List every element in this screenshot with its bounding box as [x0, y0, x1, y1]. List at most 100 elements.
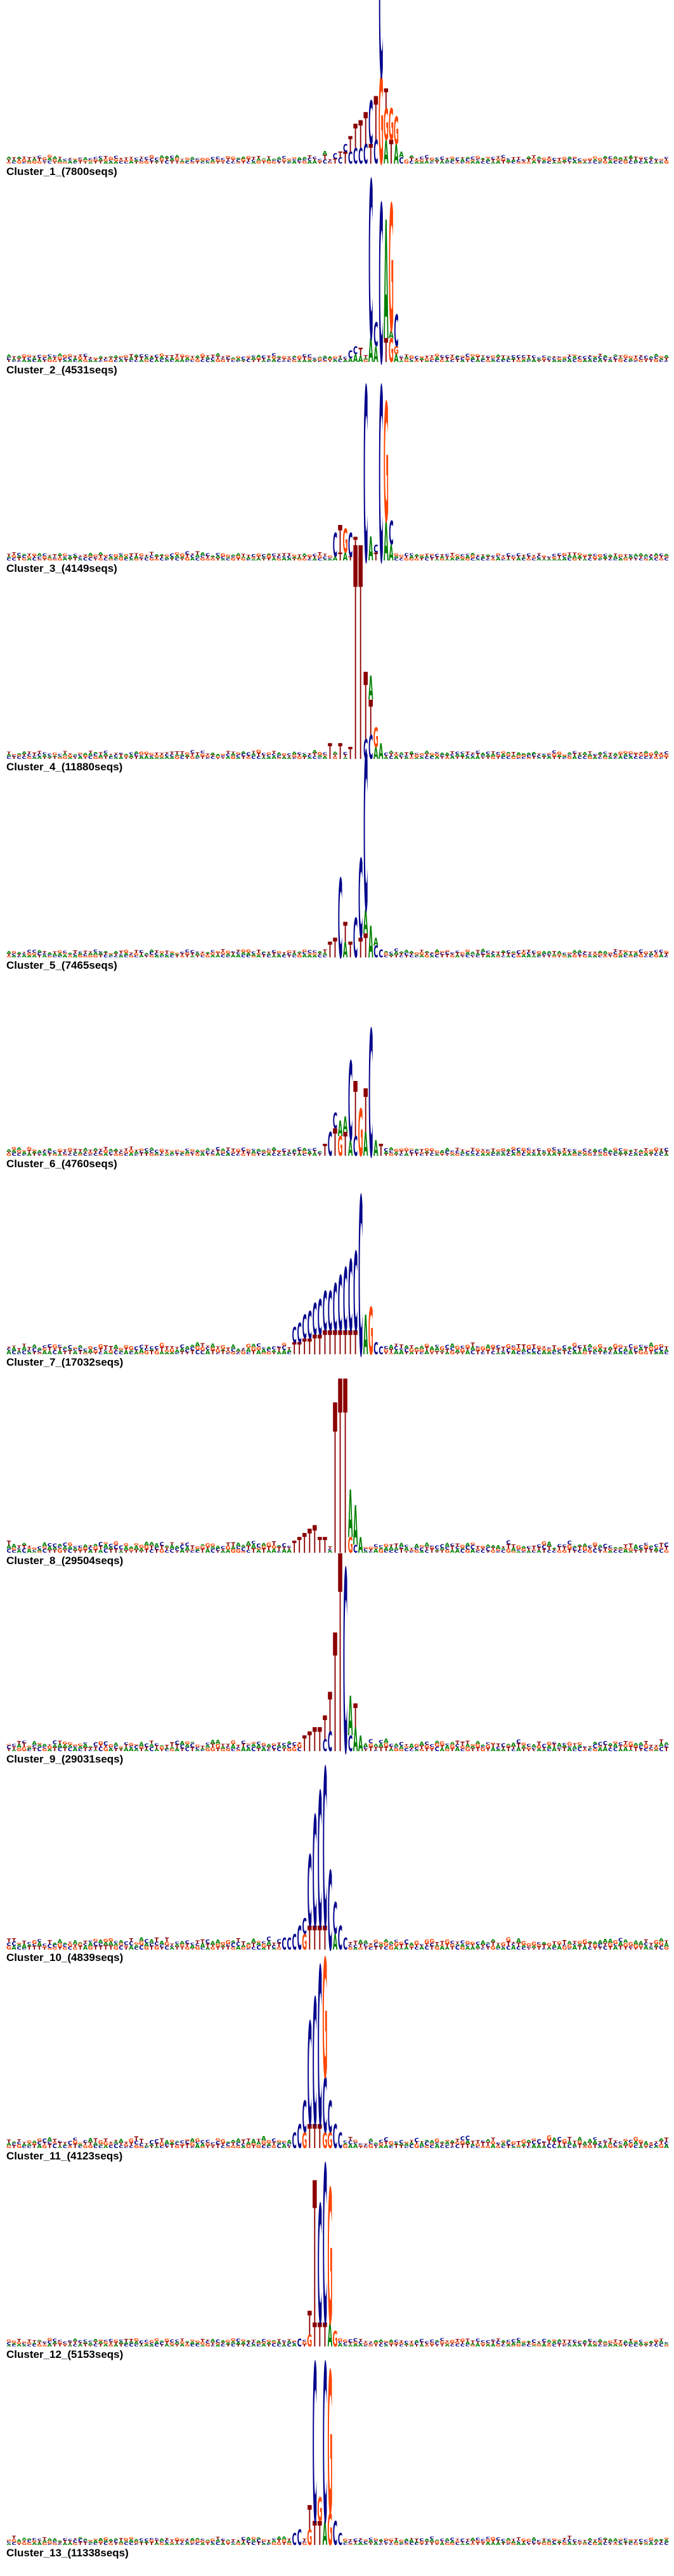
logo-noise-letter: G	[521, 2140, 526, 2146]
logo-noise-letter: T	[42, 161, 48, 164]
logo-noise-letter: G	[185, 752, 190, 756]
logo-noise-letter: A	[531, 2537, 536, 2542]
logo-noise-letter: G	[633, 2136, 638, 2143]
logo-noise-letter: G	[297, 1743, 302, 1750]
logo-noise-letter: C	[22, 1740, 27, 1744]
logo-noise-letter: G	[211, 162, 216, 164]
logo-noise-letter: G	[516, 955, 521, 958]
logo-noise-letter: T	[532, 155, 536, 159]
logo-noise-letter: T	[68, 1941, 72, 1944]
logo-noise-letter: C	[195, 951, 200, 953]
logo-noise-letter: G	[521, 1742, 526, 1746]
logo-noise-letter: A	[16, 1146, 22, 1151]
logo-noise-letter: G	[434, 1743, 439, 1749]
logo-noise-letter: T	[593, 2539, 597, 2541]
logo-noise-letter: G	[638, 359, 644, 363]
logo-noise-letter: C	[231, 555, 235, 558]
logo-noise-letter: T	[633, 155, 638, 160]
logo-noise-letter: T	[465, 1347, 470, 1351]
logo-noise-letter: T	[58, 1151, 62, 1155]
logo-noise-letter: C	[119, 1351, 123, 1355]
logo-noise-letter: G	[455, 162, 460, 164]
logo-noise-letter: C	[256, 1343, 261, 1348]
logo-noise-letter: G	[119, 557, 124, 562]
logo-noise-letter: G	[174, 952, 179, 955]
logo-letter-A: A	[353, 1721, 358, 1759]
logo-noise-letter: C	[399, 1153, 404, 1156]
logo-noise-letter: A	[358, 1939, 363, 1945]
logo-noise-letter: A	[169, 157, 175, 161]
logo-noise-letter: C	[170, 2338, 174, 2343]
logo-letter-C: C	[353, 1131, 358, 1163]
logo-noise-letter: G	[618, 1548, 623, 1550]
logo-noise-letter: G	[216, 950, 221, 953]
logo-letter-C: C	[348, 1731, 353, 1756]
logo-noise-letter: A	[628, 756, 634, 760]
logo-noise-letter: C	[27, 356, 32, 361]
logo-noise-letter: G	[134, 1744, 139, 1746]
logo-noise-letter: C	[266, 1936, 271, 1943]
logo-noise-letter: A	[180, 1347, 185, 1352]
logo-noise-letter: G	[57, 1148, 62, 1152]
logo-noise-letter: G	[261, 1742, 266, 1746]
logo-noise-letter: A	[63, 1744, 68, 1749]
logo-noise-letter: A	[37, 552, 42, 557]
logo-noise-letter: T	[501, 160, 505, 165]
logo-noise-letter: T	[593, 755, 597, 758]
logo-noise-letter: C	[420, 2338, 424, 2343]
logo-noise-letter: G	[476, 1549, 481, 1551]
logo-noise-letter: A	[185, 1546, 190, 1553]
logo-noise-letter: G	[200, 353, 205, 358]
logo-letter-C: C	[343, 1934, 347, 1953]
logo-noise-letter: C	[633, 360, 638, 363]
logo-noise-letter: G	[434, 1149, 439, 1153]
logo-noise-letter: C	[63, 358, 67, 361]
logo-noise-letter: A	[578, 2137, 583, 2142]
logo-noise-letter: T	[124, 2141, 129, 2144]
logo-noise-letter: C	[271, 353, 276, 357]
logo-noise-letter: G	[444, 2139, 450, 2142]
logo-noise-letter: C	[88, 2340, 93, 2343]
logo-noise-letter: A	[424, 160, 430, 164]
logo-noise-letter: A	[583, 558, 588, 561]
logo-noise-letter: G	[531, 556, 536, 559]
logo-letter-G: G	[389, 169, 394, 372]
logo-noise-letter: T	[394, 1154, 399, 1156]
logo-noise-letter: C	[501, 154, 505, 159]
logo-noise-letter: T	[552, 1744, 557, 1749]
logo-letter-T: T	[323, 1533, 327, 1558]
logo-noise-letter: A	[205, 1148, 211, 1151]
logo-noise-letter: G	[633, 1745, 638, 1747]
logo-noise-letter: T	[190, 356, 195, 359]
logo-noise-letter: C	[11, 1744, 16, 1747]
logo-noise-letter: A	[27, 1352, 32, 1356]
logo-noise-letter: G	[271, 355, 276, 360]
logo-noise-letter: G	[47, 558, 52, 561]
logo-noise-letter: C	[491, 157, 495, 160]
logo-noise-letter: G	[302, 160, 307, 165]
logo-noise-letter: C	[282, 2340, 287, 2342]
logo-noise-letter: C	[93, 157, 98, 160]
logo-noise-letter: A	[195, 355, 201, 359]
logo-noise-letter: A	[108, 1747, 113, 1752]
logo-noise-letter: C	[363, 1548, 368, 1553]
logo-noise-letter: A	[552, 1747, 557, 1753]
logo-noise-letter: G	[119, 1348, 124, 1351]
logo-noise-letter: T	[165, 157, 169, 161]
logo-noise-letter: G	[164, 2338, 169, 2343]
logo-noise-letter: A	[633, 1153, 638, 1157]
logo-noise-letter: A	[231, 1343, 236, 1350]
logo-noise-letter: T	[425, 355, 429, 359]
logo-noise-letter: G	[450, 157, 455, 160]
logo-noise-letter: T	[603, 1744, 608, 1747]
logo-noise-letter: G	[231, 2337, 236, 2342]
logo-noise-letter: T	[562, 162, 567, 164]
logo-noise-letter: C	[598, 559, 602, 561]
logo-noise-letter: G	[444, 1749, 450, 1752]
logo-noise-letter: T	[200, 1745, 205, 1749]
logo-noise-letter: C	[583, 1550, 587, 1553]
logo-noise-letter: C	[22, 162, 27, 164]
logo-noise-letter: A	[404, 2539, 409, 2542]
logo-noise-letter: T	[93, 1352, 98, 1355]
logo-noise-letter: C	[511, 554, 515, 557]
